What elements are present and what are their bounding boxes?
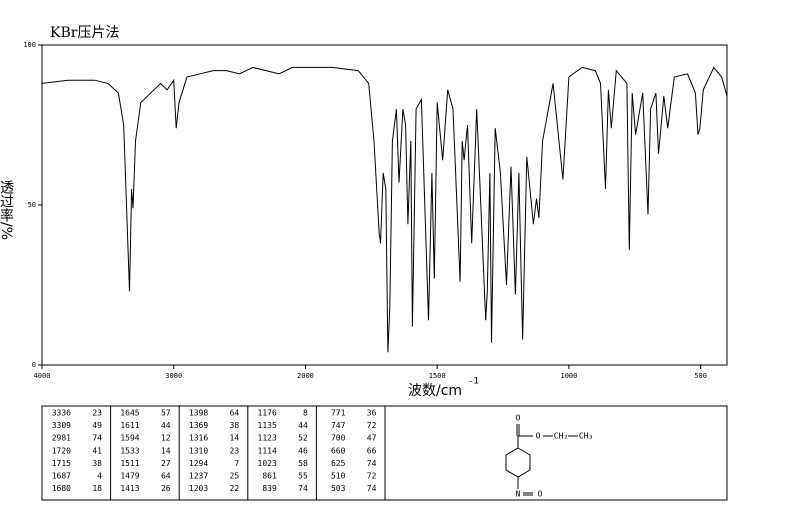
x-tick-label: 1000 (560, 372, 577, 380)
x-tick-label: 2000 (297, 372, 314, 380)
peak-wavenumber: 839 (262, 484, 277, 493)
y-tick-label: 0 (32, 361, 36, 369)
peak-wavenumber: 1398 (189, 409, 208, 418)
peak-wavenumber: 1611 (120, 421, 139, 430)
peak-wavenumber: 660 (331, 446, 346, 455)
peak-transmittance: 74 (367, 459, 377, 468)
x-axis-label: 波数/cm (408, 383, 462, 399)
peak-wavenumber: 700 (331, 434, 346, 443)
peak-wavenumber: 503 (331, 484, 346, 493)
x-tick-label: 3000 (165, 372, 182, 380)
peak-wavenumber: 861 (262, 472, 277, 481)
peak-wavenumber: 1511 (120, 459, 139, 468)
chart-title: KBr压片法 (50, 25, 119, 41)
peak-transmittance: 38 (92, 459, 102, 468)
peak-transmittance: 46 (298, 446, 308, 455)
peak-wavenumber: 1369 (189, 421, 208, 430)
atom-label: CH₃ (579, 432, 593, 441)
peak-wavenumber: 2981 (52, 434, 71, 443)
peak-transmittance: 49 (92, 421, 102, 430)
peak-transmittance: 72 (367, 472, 377, 481)
peak-transmittance: 22 (230, 484, 240, 493)
peak-transmittance: 66 (367, 446, 377, 455)
peak-transmittance: 14 (161, 446, 171, 455)
peak-transmittance: 38 (230, 421, 240, 430)
y-axis-label: 透过率/% (0, 180, 14, 240)
atom-label: CH₂ (554, 432, 568, 441)
peak-transmittance: 12 (161, 434, 171, 443)
peak-transmittance: 14 (230, 434, 240, 443)
peak-wavenumber: 1533 (120, 446, 139, 455)
peak-transmittance: 26 (161, 484, 171, 493)
peak-transmittance: 44 (298, 421, 308, 430)
atom-label: N (516, 490, 521, 499)
peak-wavenumber: 771 (331, 409, 346, 418)
peak-transmittance: 36 (367, 409, 377, 418)
peak-transmittance: 41 (92, 446, 102, 455)
peak-wavenumber: 1316 (189, 434, 208, 443)
benzene-ring (505, 447, 531, 478)
atom-label: O (516, 414, 521, 423)
peak-transmittance: 7 (234, 459, 239, 468)
peak-wavenumber: 1114 (258, 446, 277, 455)
atom-label: O (538, 490, 543, 499)
peak-transmittance: 23 (92, 409, 102, 418)
y-tick-label: 50 (28, 201, 36, 209)
peak-transmittance: 64 (230, 409, 240, 418)
peak-wavenumber: 747 (331, 421, 346, 430)
peak-transmittance: 27 (161, 459, 171, 468)
peak-wavenumber: 510 (331, 472, 346, 481)
peak-transmittance: 18 (92, 484, 102, 493)
peak-wavenumber: 3309 (52, 421, 71, 430)
peak-wavenumber: 1023 (258, 459, 277, 468)
peak-transmittance: 72 (367, 421, 377, 430)
peak-wavenumber: 1176 (258, 409, 277, 418)
peak-transmittance: 58 (298, 459, 308, 468)
peak-wavenumber: 1645 (120, 409, 139, 418)
peak-transmittance: 74 (298, 484, 308, 493)
x-tick-label: 1500 (429, 372, 446, 380)
peak-transmittance: 55 (298, 472, 308, 481)
peak-transmittance: 4 (97, 472, 102, 481)
peak-transmittance: 64 (161, 472, 171, 481)
peak-wavenumber: 1680 (52, 484, 71, 493)
peak-wavenumber: 1203 (189, 484, 208, 493)
structure (505, 424, 578, 496)
peak-wavenumber: 1715 (52, 459, 71, 468)
peak-wavenumber: 1310 (189, 446, 208, 455)
peak-transmittance: 74 (367, 484, 377, 493)
peak-wavenumber: 1135 (258, 421, 277, 430)
peak-wavenumber: 1687 (52, 472, 71, 481)
spectrum-line (41, 66, 728, 353)
peak-transmittance: 44 (161, 421, 171, 430)
atom-label: O (536, 432, 541, 441)
peak-wavenumber: 3336 (52, 409, 71, 418)
peak-transmittance: 57 (161, 409, 171, 418)
peak-wavenumber: 1237 (189, 472, 208, 481)
x-axis-label-sup: -1 (468, 377, 479, 387)
peak-transmittance: 74 (92, 434, 102, 443)
peak-wavenumber: 1720 (52, 446, 71, 455)
peak-wavenumber: 1294 (189, 459, 208, 468)
peak-transmittance: 25 (230, 472, 240, 481)
peak-wavenumber: 1479 (120, 472, 139, 481)
plot-frame (41, 44, 728, 366)
y-tick-label: 100 (23, 41, 36, 49)
peak-wavenumber: 1123 (258, 434, 277, 443)
peak-wavenumber: 1413 (120, 484, 139, 493)
x-tick-label: 4000 (34, 372, 51, 380)
peak-wavenumber: 1594 (120, 434, 139, 443)
x-tick-label: 500 (694, 372, 707, 380)
peak-transmittance: 23 (230, 446, 240, 455)
peak-transmittance: 52 (298, 434, 308, 443)
peak-wavenumber: 625 (331, 459, 346, 468)
peak-transmittance: 47 (367, 434, 377, 443)
peak-transmittance: 8 (303, 409, 308, 418)
